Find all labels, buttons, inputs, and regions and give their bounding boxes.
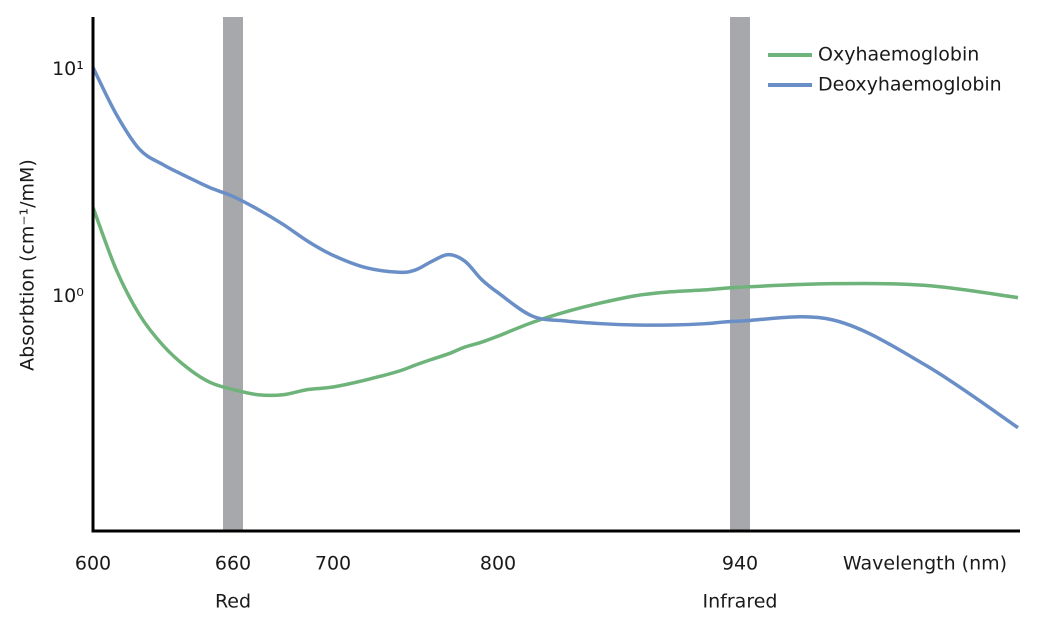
x-tick-label: 940 <box>722 553 758 575</box>
data-line <box>91 66 1019 430</box>
data-line <box>91 206 1019 398</box>
band-label: Infrared <box>703 591 778 613</box>
x-tick-label: 700 <box>315 553 351 575</box>
legend-label: Deoxyhaemoglobin <box>818 74 1002 96</box>
band-label: Red <box>215 591 251 613</box>
y-tick-label: 10¹ <box>52 58 84 80</box>
x-tick-label: 600 <box>75 553 111 575</box>
x-tick-label: 800 <box>480 553 516 575</box>
y-axis-label: Absorbtion (cm⁻¹/mM) <box>17 159 39 371</box>
legend-label: Oxyhaemoglobin <box>818 44 979 66</box>
x-axis-label: Wavelength (nm) <box>843 553 1007 575</box>
highlight-band <box>730 17 750 531</box>
y-tick-label: 10⁰ <box>52 285 84 307</box>
highlight-band <box>223 17 243 531</box>
x-tick-label: 660 <box>215 553 251 575</box>
